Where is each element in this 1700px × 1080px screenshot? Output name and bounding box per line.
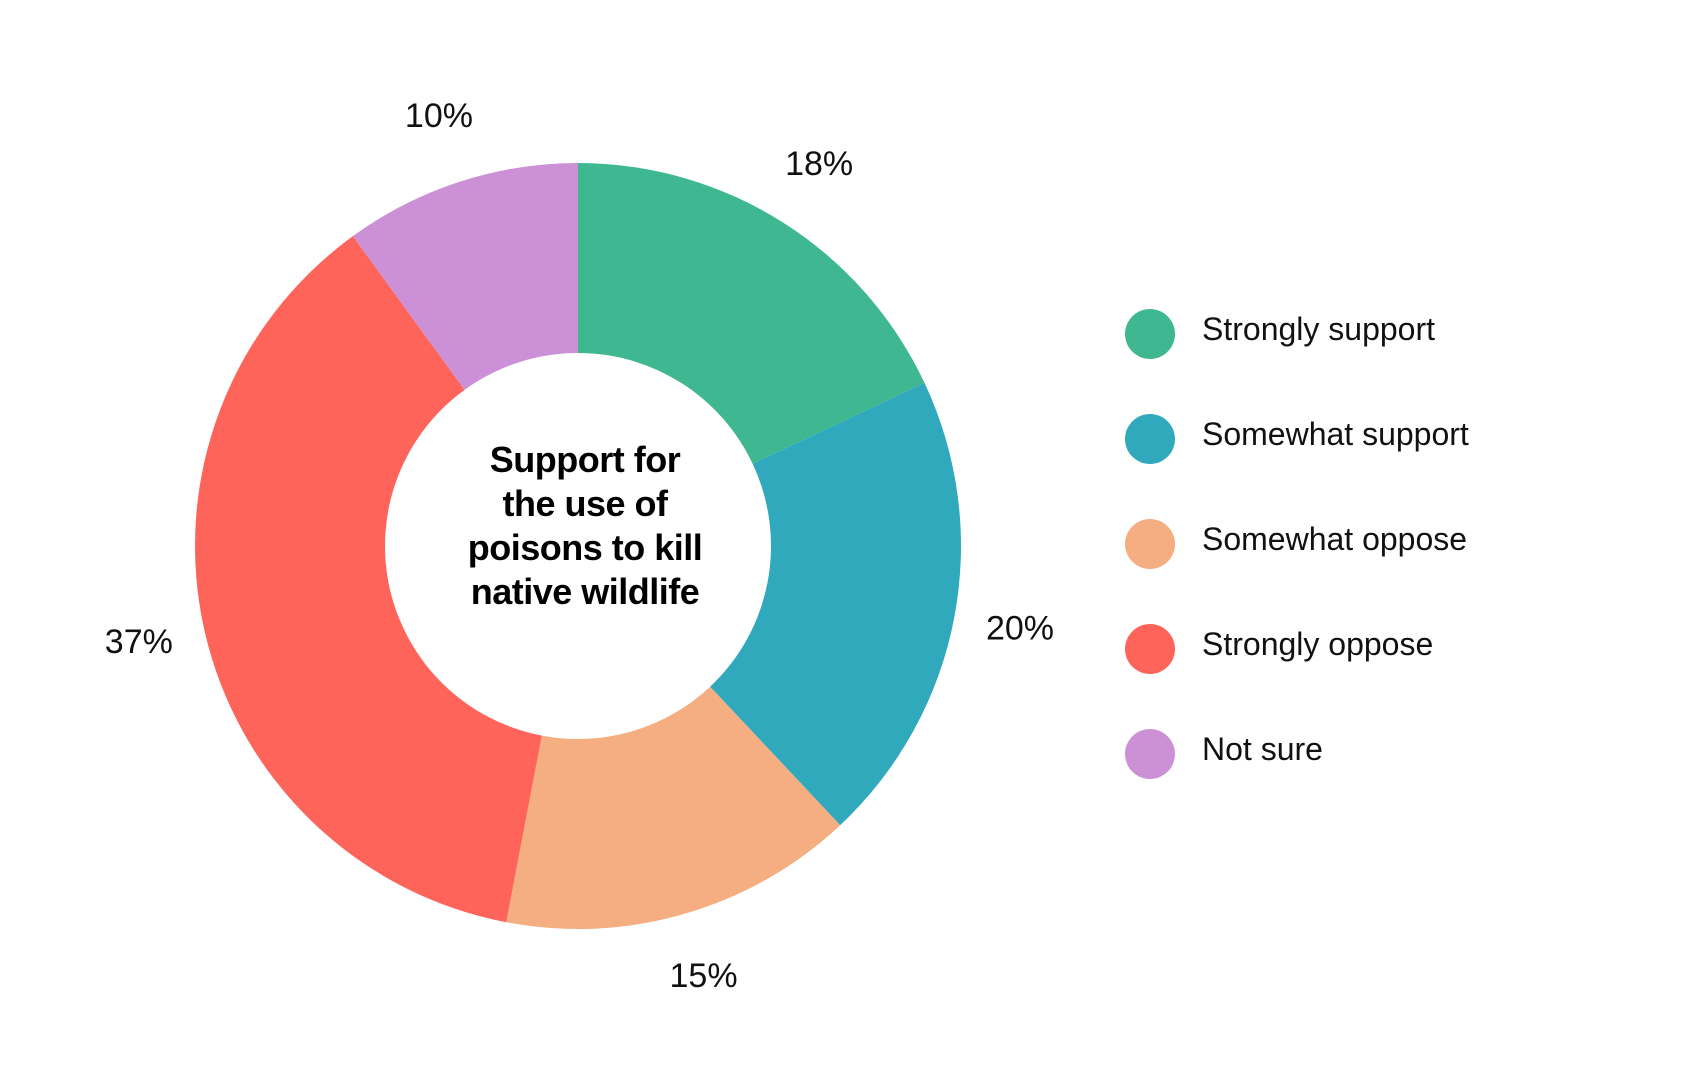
slice-somewhat-support — [710, 382, 962, 826]
chart-title-line-2: the use of — [502, 483, 668, 524]
value-label-strongly-oppose: 37% — [105, 623, 173, 661]
legend-label-somewhat-oppose: Somewhat oppose — [1202, 521, 1468, 557]
legend-swatch-somewhat-oppose — [1125, 519, 1175, 569]
slice-somewhat-oppose — [506, 686, 841, 929]
legend-label-strongly-support: Strongly support — [1202, 311, 1436, 347]
legend-swatch-somewhat-support — [1125, 414, 1175, 464]
value-label-strongly-support: 18% — [785, 145, 853, 183]
legend-item-somewhat-support: Somewhat support — [1125, 411, 1645, 516]
legend-label-not-sure: Not sure — [1202, 731, 1323, 767]
chart-title: Support for the use of poisons to kill n… — [400, 438, 770, 614]
chart-title-line-1: Support for — [489, 439, 681, 480]
legend: Strongly support Somewhat support Somewh… — [1125, 306, 1645, 831]
slice-not-sure — [352, 163, 578, 390]
value-label-not-sure: 10% — [405, 97, 473, 135]
slice-strongly-oppose — [194, 236, 542, 923]
legend-label-somewhat-support: Somewhat support — [1202, 416, 1469, 452]
legend-label-strongly-oppose: Strongly oppose — [1202, 626, 1434, 662]
value-label-somewhat-oppose: 15% — [670, 957, 738, 995]
legend-swatch-strongly-support — [1125, 309, 1175, 359]
value-label-somewhat-support: 20% — [986, 609, 1054, 647]
legend-swatch-strongly-oppose — [1125, 624, 1175, 674]
legend-item-strongly-support: Strongly support — [1125, 306, 1645, 411]
slice-strongly-support — [578, 163, 925, 464]
legend-item-not-sure: Not sure — [1125, 726, 1645, 831]
slices-group — [194, 163, 962, 929]
chart-title-line-3: poisons to kill — [467, 527, 703, 568]
legend-item-strongly-oppose: Strongly oppose — [1125, 621, 1645, 726]
chart-title-line-4: native wildlife — [470, 571, 700, 612]
legend-swatch-not-sure — [1125, 729, 1175, 779]
value-labels-group: 18% 20% 15% 37% 10% — [105, 97, 1054, 995]
legend-item-somewhat-oppose: Somewhat oppose — [1125, 516, 1645, 621]
